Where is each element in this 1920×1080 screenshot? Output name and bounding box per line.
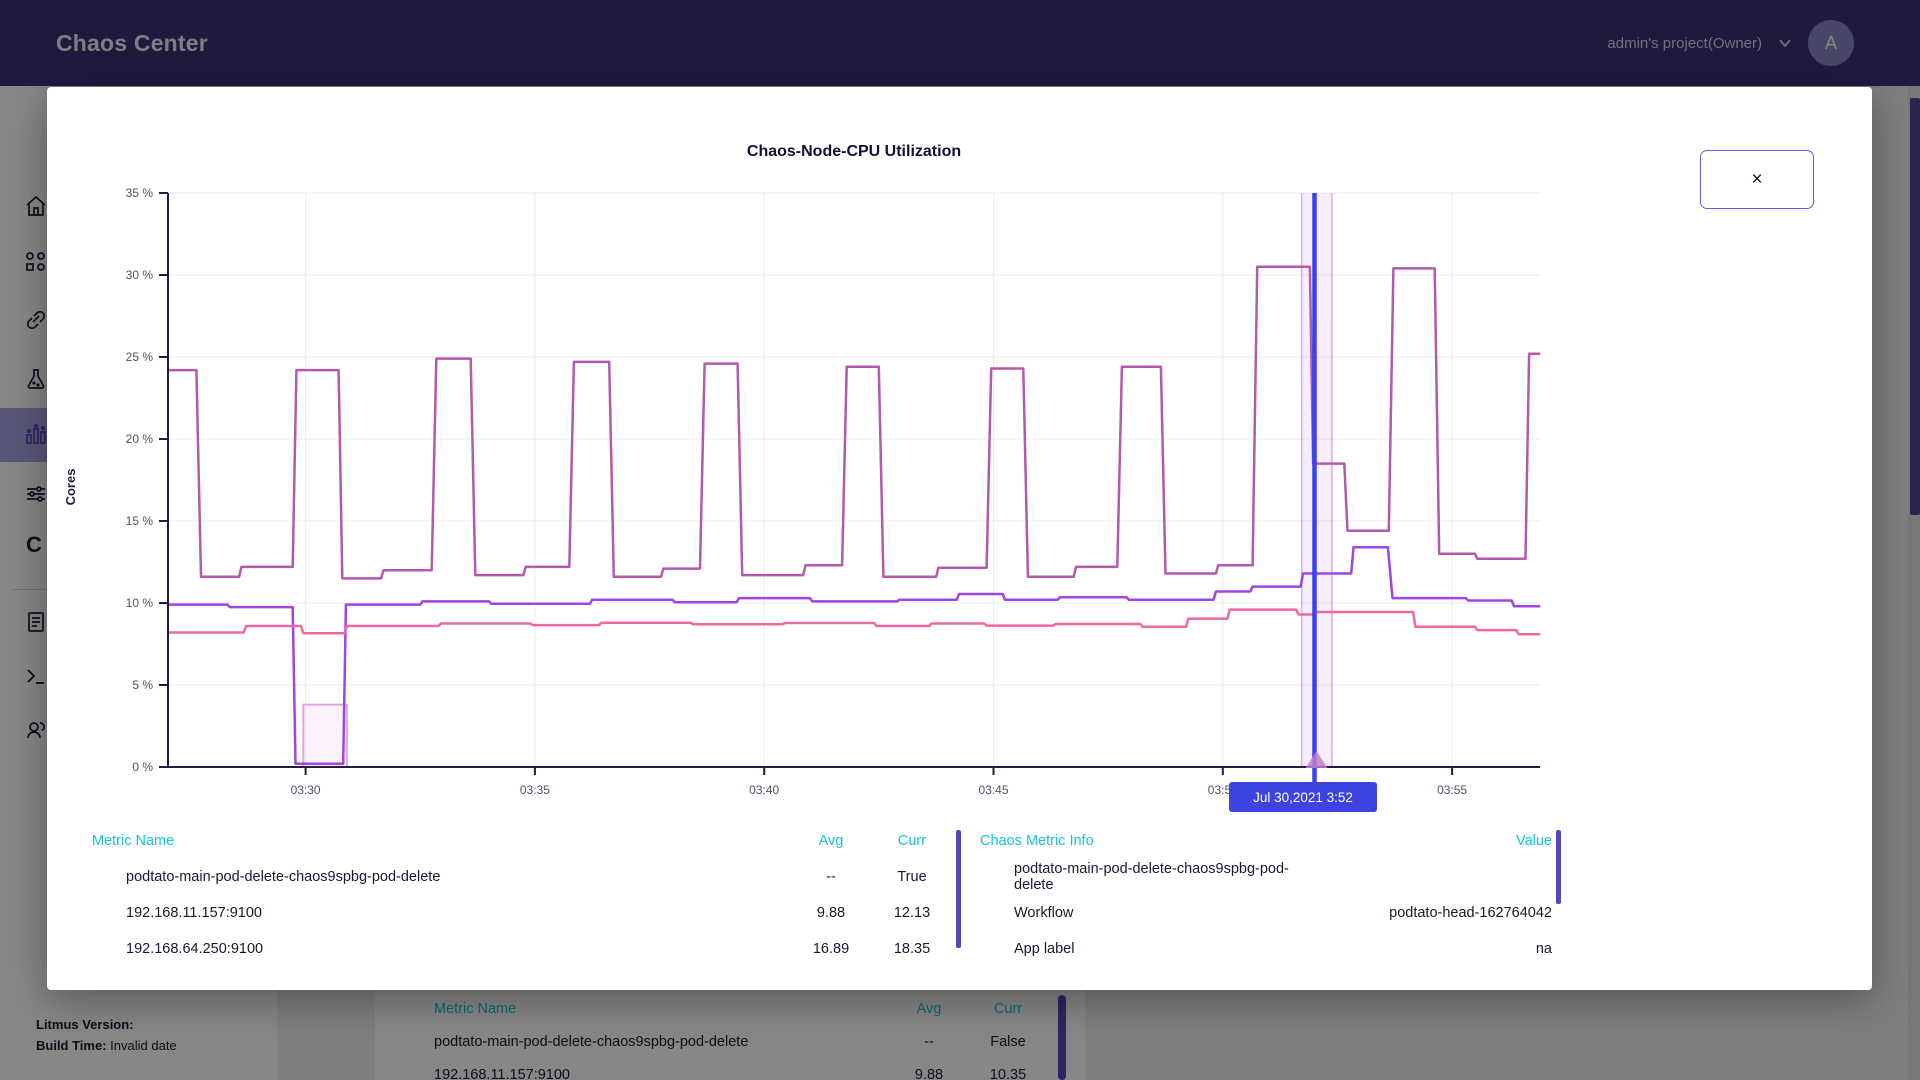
col-value: Value (1515, 833, 1552, 849)
col-curr: Curr (897, 833, 927, 849)
col-chaos-metric-info: Chaos Metric Info (980, 833, 1094, 849)
background-panel-scrollbar[interactable] (1058, 995, 1066, 1080)
settings-sliders-icon[interactable] (24, 482, 48, 506)
chaoshub-link-icon[interactable] (24, 308, 48, 332)
avatar[interactable]: A (1808, 20, 1854, 66)
community-icon[interactable] (24, 718, 48, 742)
bg-col-curr: Curr (993, 1000, 1023, 1017)
svg-text:03:55: 03:55 (1437, 783, 1467, 797)
metric-row-avg: 9.88 (816, 905, 846, 921)
chart-modal: Chaos-Node-CPU Utilization × 0 % 5 % 10 % 1… (47, 87, 1872, 990)
svg-text:30 %: 30 % (126, 268, 154, 282)
page-scrollbar-thumb[interactable] (1910, 98, 1920, 515)
home-icon[interactable] (24, 194, 48, 218)
chevron-down-icon[interactable] (1778, 38, 1792, 48)
app-header: Chaos Center admin's project(Owner) A (0, 0, 1920, 86)
build-time-value: Invalid date (110, 1038, 177, 1053)
experiments-flask-icon[interactable] (24, 367, 48, 391)
close-icon: × (1751, 168, 1763, 190)
chaos-row-label: podtato-main-pod-delete-chaos9spbg-pod-d… (1014, 861, 1289, 893)
sidebar-c-label: C (26, 532, 42, 557)
cli-icon[interactable] (24, 664, 48, 688)
value-divider-bar (1556, 830, 1561, 904)
analytics-icon[interactable] (24, 423, 48, 447)
svg-text:25 %: 25 % (126, 350, 154, 364)
metric-row-curr: 12.13 (893, 905, 931, 921)
metric-row-name: 192.168.11.157:9100 (126, 905, 263, 921)
svg-text:10 %: 10 % (126, 596, 154, 610)
chaos-row-label: App label (1014, 941, 1075, 957)
metric-row-name: podtato-main-pod-delete-chaos9spbg-pod-d… (126, 869, 441, 885)
metric-row-name: 192.168.64.250:9100 (126, 941, 264, 957)
app-title: Chaos Center (56, 29, 208, 56)
bg-col-avg: Avg (916, 1000, 942, 1017)
table-divider-bar (956, 830, 961, 948)
svg-text:03:40: 03:40 (749, 783, 779, 797)
svg-text:35 %: 35 % (126, 186, 154, 200)
litmus-version-note: Litmus Version: Build Time: Invalid date (36, 1014, 177, 1056)
svg-text:5 %: 5 % (132, 678, 153, 692)
svg-text:Cores: Cores (63, 469, 78, 506)
bg-row-metric: podtato-main-pod-delete-chaos9spbg-pod-d… (434, 1033, 749, 1050)
svg-text:0 %: 0 % (132, 760, 153, 774)
chaos-row-label: Workflow (1014, 905, 1074, 921)
metric-row-avg: -- (826, 869, 836, 885)
bg-row-metric: 192.168.11.157:9100 (434, 1066, 571, 1080)
chaos-info-table: Chaos Metric Info Value podtato-main-pod… (980, 823, 1552, 967)
chart-cursor-tooltip: Jul 30,2021 3:52 (1229, 782, 1377, 812)
svg-text:03:35: 03:35 (520, 783, 550, 797)
metric-legend-table: Metric Name Avg Curr podtato-main-pod-de… (92, 823, 954, 967)
version-label: Litmus Version: (36, 1017, 134, 1032)
build-time-label: Build Time: (36, 1038, 107, 1053)
background-metric-table: Metric Name Avg Curr podtato-main-pod-de… (400, 992, 1050, 1080)
chaos-row-value: na (1535, 941, 1552, 957)
close-button[interactable]: × (1700, 150, 1814, 209)
docs-icon[interactable] (24, 610, 48, 634)
chaos-row-value: podtato-head-162764042 (1389, 905, 1552, 921)
project-selector[interactable]: admin's project(Owner) (1607, 34, 1762, 52)
svg-text:03:30: 03:30 (291, 783, 321, 797)
col-avg: Avg (818, 833, 844, 849)
metric-row-curr: True (897, 869, 927, 885)
col-metric-name: Metric Name (92, 833, 175, 849)
cpu-utilization-chart: 0 % 5 % 10 % 15 % 20 % 25 % 30 % 35 % 03:30 03:35… (63, 186, 1541, 797)
metric-row-avg: 16.89 (812, 941, 850, 957)
svg-text:20 %: 20 % (126, 432, 154, 446)
metric-row-curr: 18.35 (893, 941, 931, 957)
svg-text:03:45: 03:45 (978, 783, 1008, 797)
bg-col-metric-name: Metric Name (434, 1000, 517, 1017)
chart-title: Chaos-Node-CPU Utilization (746, 143, 962, 160)
workflows-icon[interactable] (24, 250, 48, 274)
svg-text:15 %: 15 % (126, 514, 154, 528)
